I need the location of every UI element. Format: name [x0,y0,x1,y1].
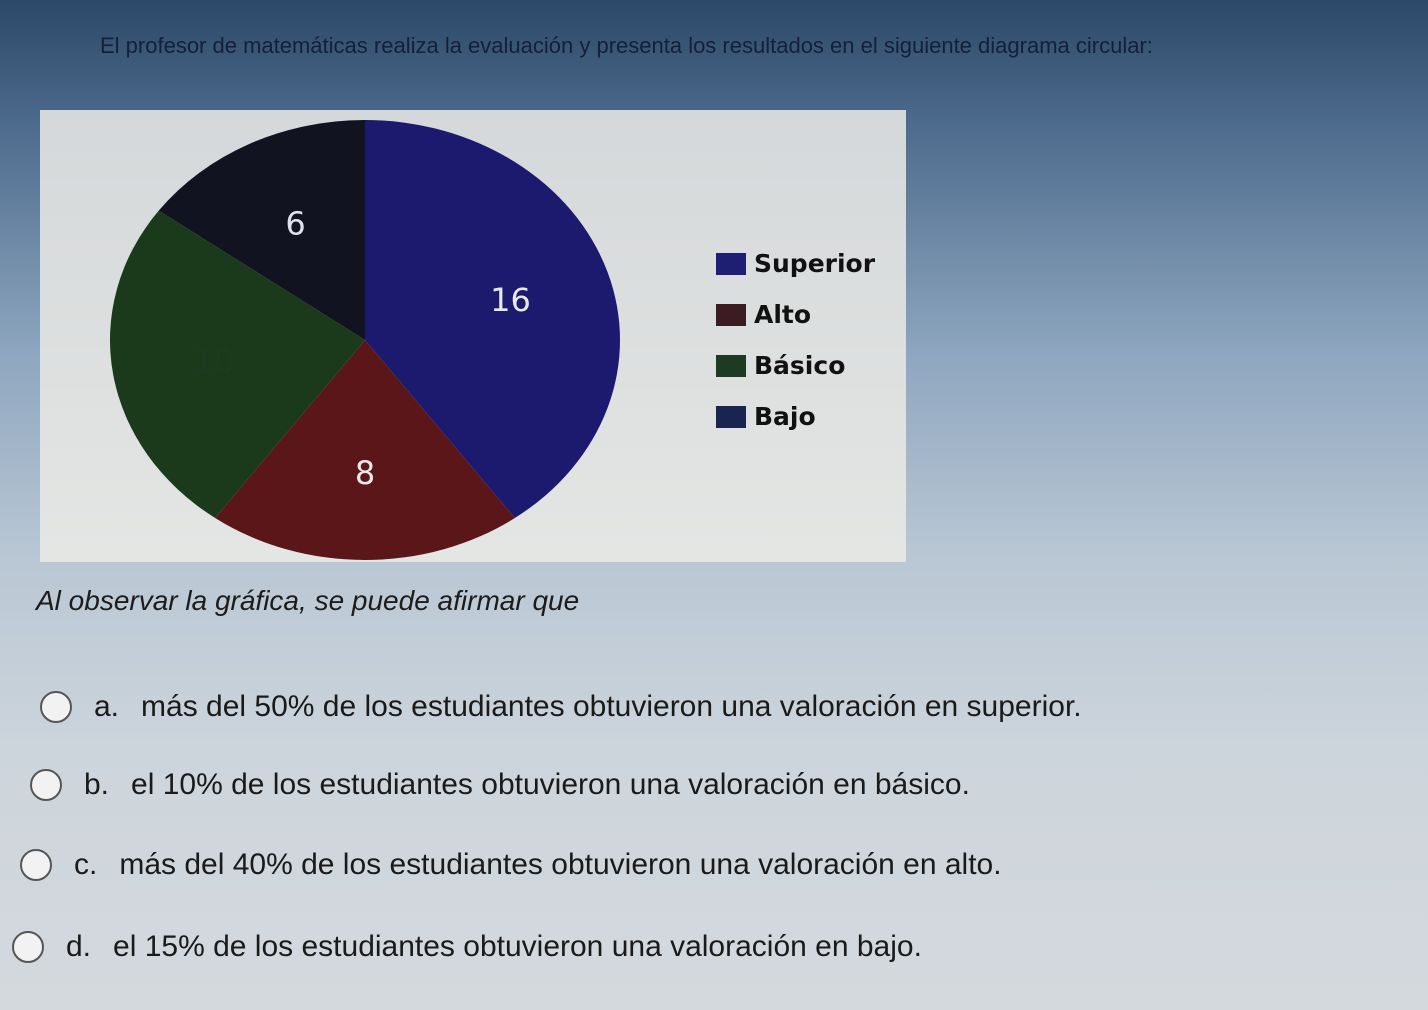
legend-item-bajo: Bajo [716,391,875,442]
pie-slice-superior [365,120,620,518]
option-letter: d. [66,930,92,963]
pie-data-label: 8 [355,454,375,492]
question-intro: El profesor de matemáticas realiza la ev… [100,33,1153,58]
question-prompt: Al observar la gráfica, se puede afirmar… [36,585,580,616]
option-text: el 10% de los estudiantes obtuvieron una… [131,768,970,801]
pie-chart-svg: 16 8 10 6 [109,120,620,560]
option-text: el 15% de los estudiantes obtuvieron una… [113,930,922,963]
radio-button[interactable] [40,691,72,723]
option-b[interactable]: b. el 10% de los estudiantes obtuvieron u… [30,768,970,802]
option-text: más del 40% de los estudiantes obtuviero… [119,848,1002,881]
pie-chart: 16 8 10 6 Superior Alto Básico Bajo [40,110,906,562]
option-letter: b. [84,768,110,801]
legend-label: Básico [754,351,846,380]
pie-slice-básico [109,210,365,518]
option-a[interactable]: a. más del 50% de los estudiantes obtuvie… [40,690,1082,724]
radio-button[interactable] [20,849,52,881]
pie-data-label: 6 [285,204,305,242]
option-c[interactable]: c. más del 40% de los estudiantes obtuvie… [20,848,1002,882]
pie-data-label: 16 [490,281,531,319]
pie-data-label: 10 [194,343,235,381]
legend-swatch [716,354,746,377]
option-d[interactable]: d. el 15% de los estudiantes obtuvieron u… [12,930,922,964]
legend-item-alto: Alto [716,289,875,340]
legend-swatch [716,405,746,428]
option-letter: c. [74,848,98,881]
radio-button[interactable] [30,769,62,801]
pie-slice-bajo [158,120,365,340]
legend-swatch [716,252,746,275]
radio-button[interactable] [12,931,44,963]
legend-item-basico: Básico [716,340,875,391]
legend-swatch [716,303,746,326]
legend-label: Alto [754,300,812,329]
option-text: más del 50% de los estudiantes obtuviero… [141,690,1082,723]
chart-legend: Superior Alto Básico Bajo [716,238,875,442]
pie-slice-alto [215,340,515,560]
legend-label: Bajo [754,402,816,431]
option-letter: a. [94,690,120,723]
legend-label: Superior [754,249,876,278]
legend-item-superior: Superior [716,238,875,289]
